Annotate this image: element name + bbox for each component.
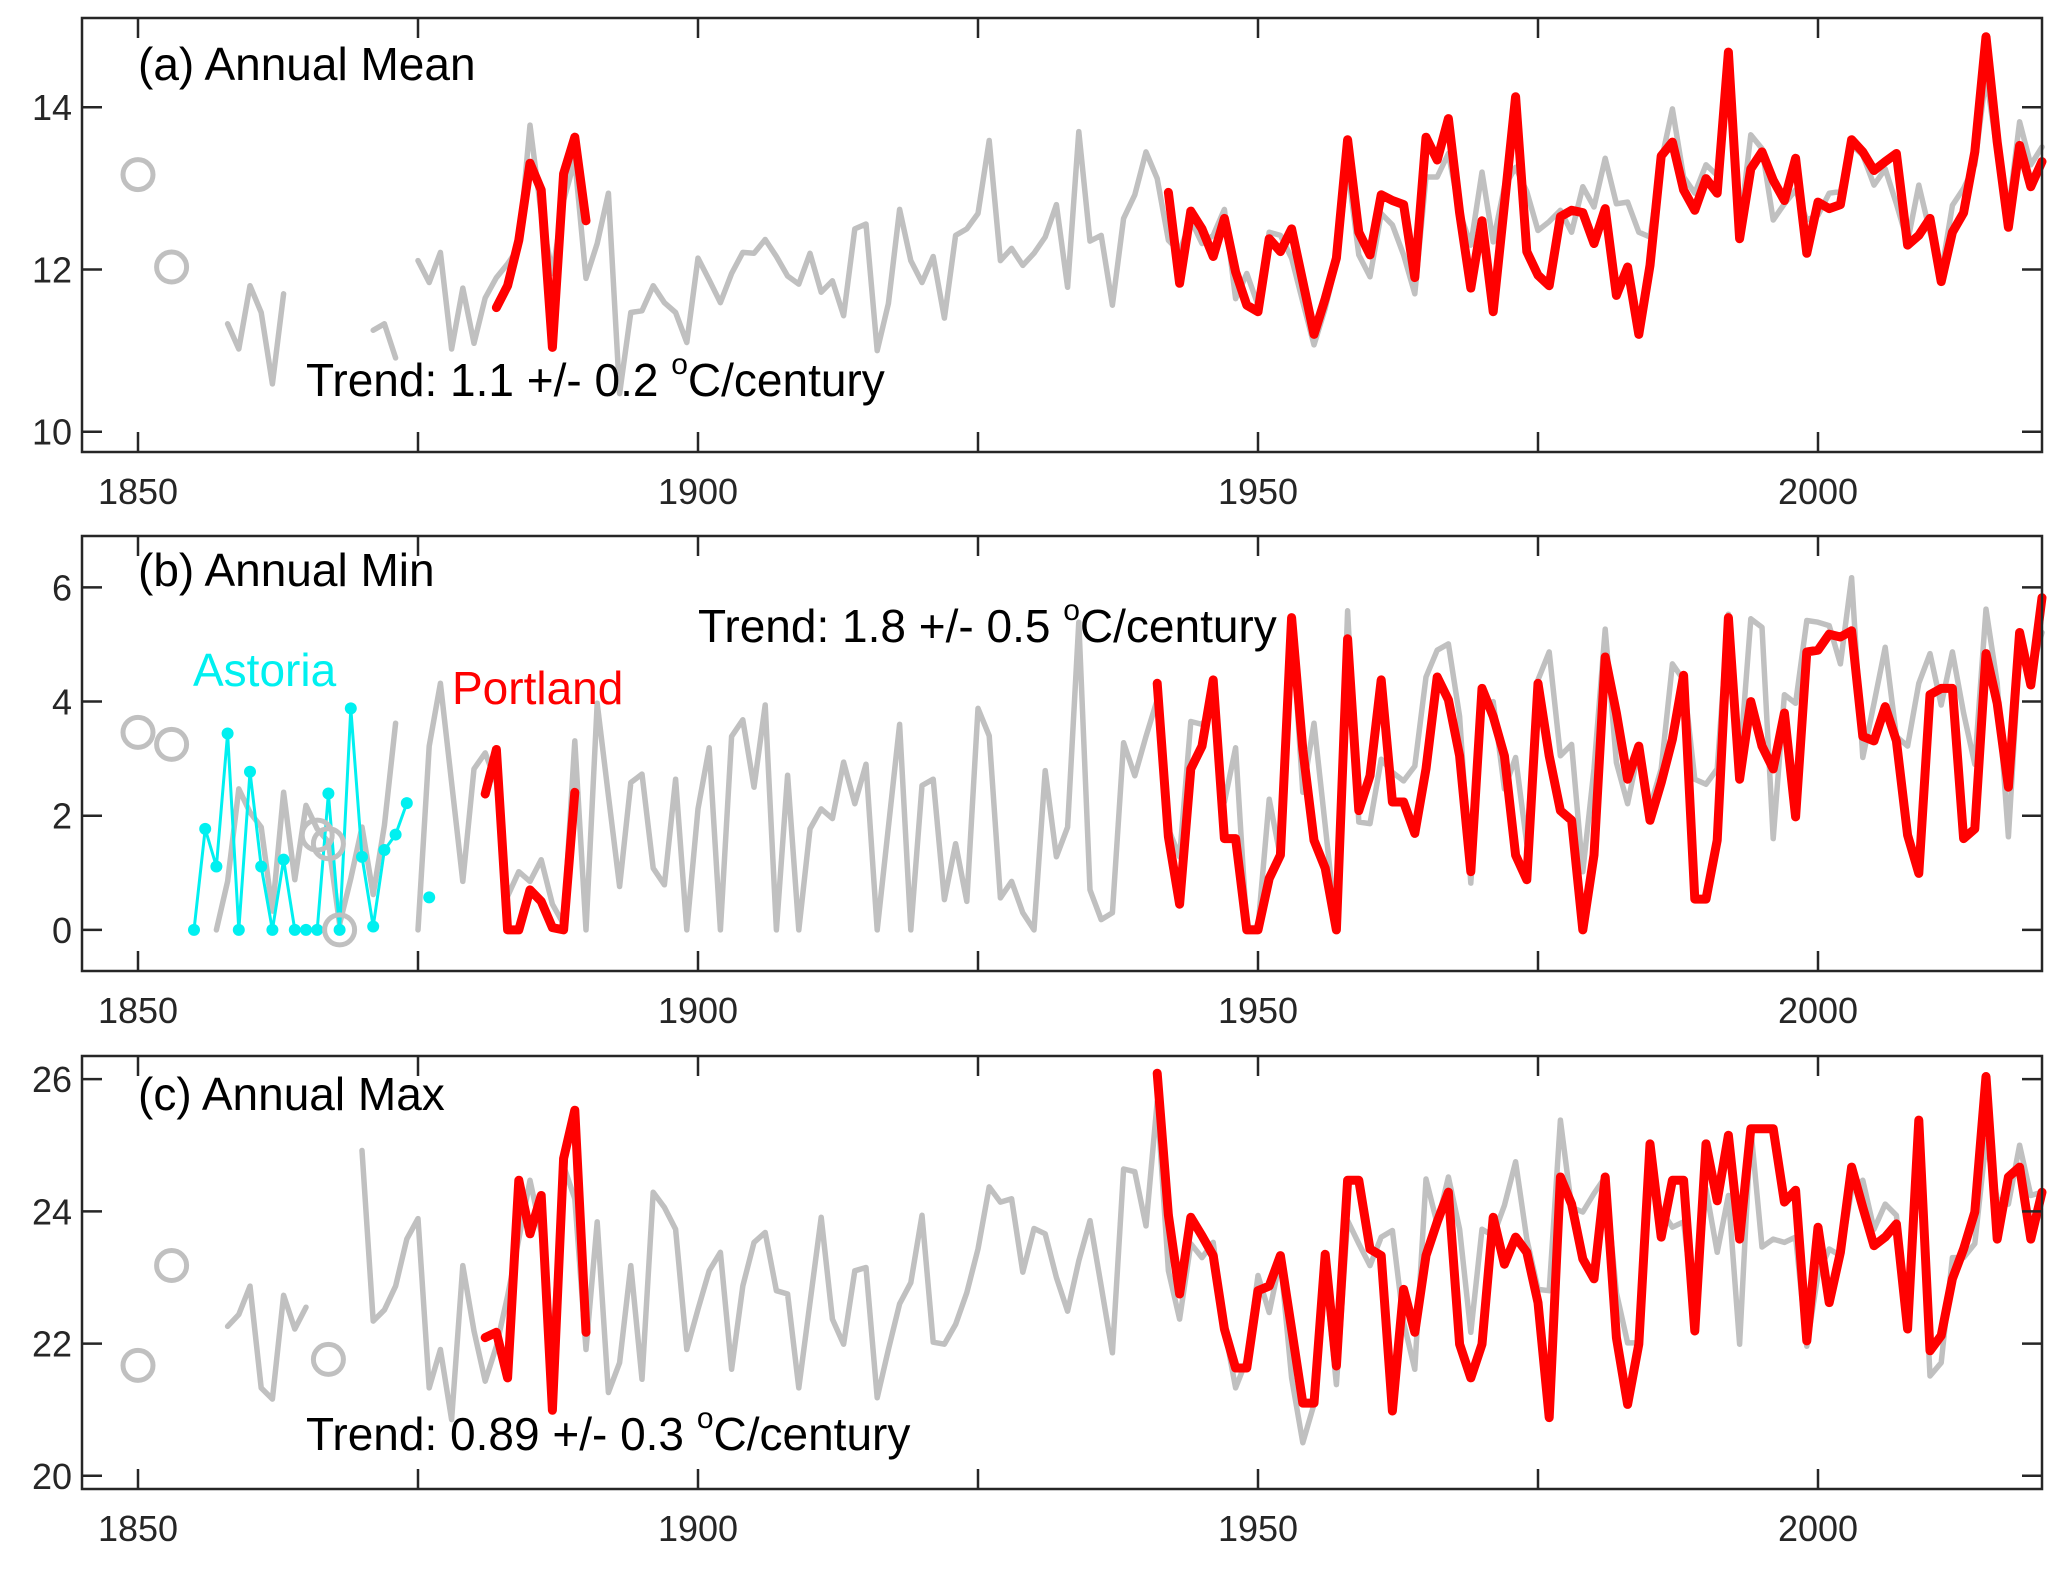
y-tick-label: 4: [52, 682, 72, 723]
panel-b-cyan-marker: [322, 787, 335, 800]
trend-unit: C/century: [688, 354, 885, 406]
panel-b-red-series-line: [1152, 593, 2047, 935]
x-tick-label: 2000: [1778, 1508, 1858, 1549]
y-tick-label: 26: [32, 1059, 72, 1100]
panel-b-cyan-marker: [400, 797, 413, 810]
panel-a-axes-box: [80, 16, 2044, 454]
x-tick-label: 1950: [1218, 990, 1298, 1031]
panel-c-plot-area: 1850 1900 1950 2000 20 22 24 26: [32, 1054, 2047, 1549]
astoria-label: Astoria: [193, 644, 337, 696]
x-tick-label: 2000: [1778, 471, 1858, 512]
panel-b-cyan-marker: [344, 702, 357, 715]
panel-c-red-series-line: [480, 1105, 591, 1415]
y-tick-label: 24: [32, 1191, 72, 1232]
panel-b-cyan-marker: [255, 860, 268, 873]
panel-b-cyan-marker: [389, 828, 402, 841]
panel-b-title: (b) Annual Min: [138, 544, 435, 596]
trend-prefix: Trend: 0.89 +/- 0.3: [306, 1408, 697, 1460]
panel-c-trend: Trend: 0.89 +/- 0.3 oC/century: [306, 1402, 910, 1460]
panel-a-red-series-line: [1163, 32, 2047, 339]
panel-b-open-circle-marker: [310, 826, 346, 862]
panel-b-open-circle-marker: [154, 726, 190, 762]
degree-symbol: o: [671, 348, 688, 381]
panel-b-cyan-marker: [266, 923, 279, 936]
panel-b-axes-box: [80, 534, 2044, 973]
degree-symbol: o: [1063, 594, 1080, 627]
panel-b-cyan-marker: [199, 822, 212, 835]
panel-c-open-circle-marker: [154, 1248, 190, 1284]
panel-b-cyan-marker: [333, 923, 346, 936]
panel-b-cyan-marker: [288, 923, 301, 936]
panel-a-open-circle-marker: [120, 157, 156, 193]
y-tick-label: 20: [32, 1456, 72, 1497]
trend-unit: C/century: [714, 1408, 911, 1460]
panel-b-cyan-marker: [300, 923, 312, 936]
panel-b-cyan-marker: [367, 920, 380, 933]
panel-b-cyan-marker: [378, 843, 391, 856]
panel-b-cyan-marker: [210, 860, 223, 873]
panel-a-title: (a) Annual Mean: [138, 38, 476, 90]
y-tick-label: 14: [32, 87, 72, 128]
trend-prefix: Trend: 1.8 +/- 0.5: [698, 600, 1063, 652]
panel-b-cyan-marker: [221, 727, 234, 740]
panel-b-plot-area: 1850 1900 1950 2000 0 2 4 6: [52, 534, 2047, 1031]
panel-a-plot-area: 1850 1900 1950 2000 10 12 14: [32, 16, 2047, 512]
panel-a-open-circle-marker: [154, 249, 190, 285]
degree-symbol: o: [697, 1402, 714, 1435]
panel-a-gray-series-line: [224, 282, 287, 387]
y-tick-label: 12: [32, 249, 72, 290]
x-tick-label: 2000: [1778, 990, 1858, 1031]
x-tick-label: 1950: [1218, 1508, 1298, 1549]
panel-a-gray-series-line: [370, 321, 399, 361]
panel-b-trend: Trend: 1.8 +/- 0.5 oC/century: [698, 594, 1277, 652]
panel-c-red-series-line: [1152, 1068, 2047, 1423]
portland-label: Portland: [452, 662, 623, 714]
y-tick-label: 0: [52, 910, 72, 951]
panel-b-cyan-marker: [356, 850, 368, 863]
panel-b-red-series-line: [480, 745, 580, 935]
x-tick-label: 1850: [98, 990, 178, 1031]
panel-b-cyan-marker: [244, 765, 256, 778]
panel-b-open-circle-marker: [322, 912, 358, 948]
trend-unit: C/century: [1080, 600, 1277, 652]
trend-prefix: Trend: 1.1 +/- 0.2: [306, 354, 671, 406]
panel-b-annual-min: 1850 1900 1950 2000 0 2 4 6 (b) Annual Min Tren…: [52, 534, 2047, 1031]
panel-b-open-circle-marker: [120, 714, 156, 750]
panel-a-red-series-line: [491, 132, 591, 352]
panel-b-cyan-marker: [232, 923, 245, 936]
panel-b-cyan-marker: [188, 923, 200, 936]
x-tick-label: 1850: [98, 471, 178, 512]
panel-c-gray-series-line: [224, 1283, 309, 1402]
panel-c-open-circle-marker: [310, 1341, 346, 1377]
panel-a-annual-mean: 1850 1900 1950 2000 10 12 14 (a) Annual Mean T…: [32, 16, 2047, 512]
x-tick-label: 1900: [658, 990, 738, 1031]
panel-b-cyan-marker: [423, 891, 436, 904]
y-tick-label: 6: [52, 567, 72, 608]
panel-c-open-circle-marker: [120, 1347, 156, 1383]
y-tick-label: 22: [32, 1324, 72, 1365]
panel-c-gray-series-line: [359, 1098, 2045, 1446]
y-tick-label: 2: [52, 796, 72, 837]
panel-a-trend: Trend: 1.1 +/- 0.2 oC/century: [306, 348, 885, 406]
panel-b-gray-series-line: [415, 574, 2045, 933]
panel-b-cyan-marker: [277, 853, 290, 866]
x-tick-label: 1900: [658, 471, 738, 512]
panel-c-axes-box: [80, 1054, 2044, 1491]
x-tick-label: 1850: [98, 1508, 178, 1549]
x-tick-label: 1900: [658, 1508, 738, 1549]
panel-b-cyan-marker: [311, 923, 324, 936]
x-tick-label: 1950: [1218, 471, 1298, 512]
panel-c-title: (c) Annual Max: [138, 1068, 445, 1120]
y-tick-label: 10: [32, 412, 72, 453]
